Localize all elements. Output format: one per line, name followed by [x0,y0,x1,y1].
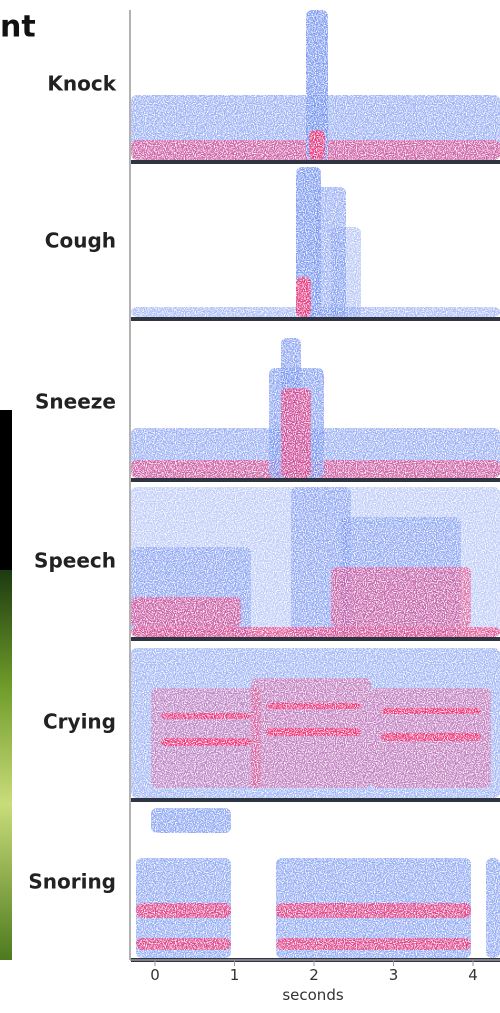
spectrogram-band [131,627,500,637]
side-image [0,410,12,570]
axis-label: seconds [282,986,343,1004]
spectrogram-band [161,713,251,719]
spectrogram [131,487,500,637]
spectrogram-band [266,728,361,736]
spectrogram-panel [131,487,500,641]
spectrogram-panel [131,10,500,164]
spectrogram-band [486,858,500,958]
spectrogram-band [309,130,325,160]
spectrogram-band [331,227,361,317]
panel-bottom [131,478,500,482]
spectrogram-band [266,703,361,709]
panel-bottom [131,637,500,641]
spectrogram-band [131,597,241,627]
panel-label: Speech [34,549,116,573]
panel-label: Knock [47,72,116,96]
spectrogram-band [276,938,471,950]
tick-label: 4 [468,966,478,984]
spectrogram [131,338,500,478]
spectrogram-band [306,10,328,160]
panels [131,10,500,962]
panel-label: Snoring [28,870,116,894]
spectrogram-band [281,388,311,478]
spectrogram-panel [131,808,500,962]
heading: nt [0,10,36,45]
panel-bottom [131,317,500,321]
spectrogram [136,808,500,958]
spectrogram-panel [131,167,500,321]
spectrogram [131,10,500,160]
tick-label: 2 [309,966,319,984]
spectrogram-band [136,903,231,918]
tick-label: 3 [389,966,399,984]
spectrogram-band [136,938,231,950]
panel-bottom [131,798,500,802]
panel-label: Cough [45,229,116,253]
panel-bottom [131,160,500,164]
spectrogram-panel [131,338,500,482]
spectrogram-band [296,277,311,317]
spectrogram-band [276,903,471,918]
panel-label: Crying [43,710,116,734]
side-image [0,570,12,960]
spectrogram-band [151,808,231,833]
spectrogram-band [381,708,481,714]
spectrogram-band [331,567,471,627]
tick-label: 1 [230,966,240,984]
spectrogram-band [161,738,251,746]
spectrogram [131,167,500,317]
tick-label: 0 [150,966,160,984]
spectrogram-panel [131,648,500,802]
spectrogram [131,648,500,798]
panel-label: Sneeze [35,390,116,414]
spectrogram-band [381,733,481,741]
